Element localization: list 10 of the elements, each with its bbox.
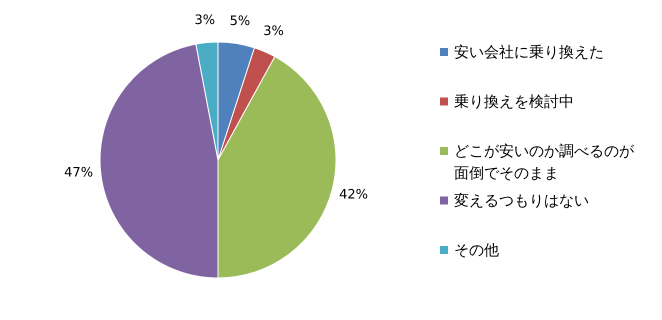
data-label: 5% (230, 14, 250, 30)
legend-label: どこが安いのか調べるのが面倒でそのまま (454, 142, 635, 182)
legend-label: その他 (454, 241, 499, 259)
data-label: 3% (194, 13, 216, 28)
data-label: 42% (339, 187, 368, 202)
data-label: 47% (64, 166, 94, 181)
legend-label: 変えるつもりはない (454, 192, 589, 210)
data-label: 3% (263, 24, 284, 40)
legend-label: 乗り換えを検討中 (454, 92, 574, 110)
legend-label: 安い会社に乗り換えた (454, 43, 604, 61)
